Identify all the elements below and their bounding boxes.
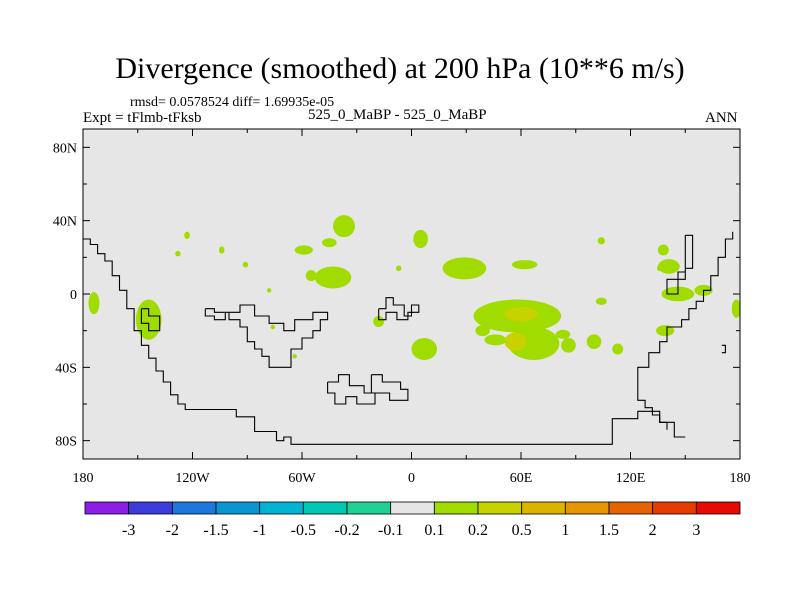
coastline [721, 344, 726, 354]
coastline [140, 308, 161, 332]
colorbar-swatch [390, 501, 435, 515]
colorbar-label: -1 [253, 522, 266, 539]
y-tick-label: 80N [53, 141, 77, 156]
contour-region [657, 244, 669, 256]
case-label: 525_0_MaBP - 525_0_MaBP [308, 107, 487, 123]
experiment-label: Expt = tFlmb-tFksb [83, 110, 202, 126]
colorbar-label: 0.1 [424, 522, 444, 539]
y-tick-label: 80S [55, 435, 77, 450]
x-tick-label: 120E [616, 471, 646, 486]
y-tick-label: 40N [53, 215, 77, 230]
colorbar-swatch [695, 501, 741, 515]
colorbar-label: 0.2 [468, 522, 488, 539]
colorbar-label: 3 [692, 522, 700, 539]
contour-region [657, 259, 680, 274]
contour-region [597, 237, 605, 245]
coastline [370, 374, 409, 401]
colorbar-label: 1 [561, 522, 569, 539]
colorbar-label: -0.1 [378, 522, 403, 539]
colorbar-swatch [215, 501, 261, 515]
contour-region [586, 334, 602, 349]
contour-region [442, 257, 487, 280]
colorbar-swatch [564, 501, 610, 515]
x-tick-label: 60E [510, 471, 533, 486]
contour-region [484, 334, 507, 346]
colorbar-swatch [84, 501, 130, 515]
season-label: ANN [705, 110, 738, 126]
contour-region [266, 288, 272, 293]
colorbar-label: 0.5 [512, 522, 532, 539]
colorbar-swatch [346, 501, 392, 515]
plot-background [83, 129, 740, 459]
chart-title: Divergence (smoothed) at 200 hPa (10**6 … [115, 52, 685, 85]
contour-region [612, 343, 624, 355]
x-tick-label: 120W [175, 471, 210, 486]
x-tick-label: 60W [288, 471, 316, 486]
colorbar-label: -0.5 [291, 522, 316, 539]
contour-region [322, 238, 337, 248]
colorbar-label: 1.5 [599, 522, 619, 539]
y-tick-label: 0 [70, 288, 77, 303]
colorbar-swatch [128, 501, 173, 515]
contour-region [305, 270, 317, 282]
contour-region [333, 215, 355, 238]
colorbar-swatch [171, 501, 217, 515]
contour-region [561, 338, 576, 353]
contour-region [218, 246, 225, 254]
contour-region [373, 316, 385, 327]
colorbar-label: -3 [122, 522, 135, 539]
y-tick-label: 40S [55, 361, 77, 376]
contour-region [411, 338, 438, 360]
x-tick-label: 0 [408, 471, 415, 486]
colorbar-swatch [608, 501, 654, 515]
coastline [204, 304, 329, 368]
coastline [637, 231, 734, 430]
contour-region [184, 231, 190, 239]
colorbar-label: -2 [166, 522, 179, 539]
contour-region [731, 299, 740, 318]
colorbar-swatch [477, 501, 523, 515]
contour-region [595, 297, 607, 306]
contour-region [555, 329, 571, 339]
contour-region [656, 265, 663, 272]
coastline [666, 234, 694, 295]
x-tick-label: 180 [730, 471, 751, 486]
contour-region [88, 292, 100, 315]
stats-label: rmsd= 0.0578524 diff= 1.69935e-05 [130, 95, 335, 110]
contour-region [512, 338, 522, 349]
contour-region [511, 260, 538, 270]
coastline [83, 238, 686, 445]
coastline [378, 297, 420, 321]
contour-region [314, 266, 352, 289]
contour-region [395, 265, 402, 272]
contour-region [475, 325, 490, 337]
contour-region [242, 261, 249, 268]
contour-region [270, 324, 275, 330]
colorbar-swatch [521, 501, 566, 515]
contour-region [175, 250, 181, 257]
contour-region [656, 325, 675, 337]
colorbar-swatch [259, 501, 304, 515]
x-tick-label: 180 [73, 471, 94, 486]
colorbar-label: -1.5 [203, 522, 228, 539]
colorbar-swatch [652, 501, 697, 515]
coastline [327, 374, 376, 405]
contour-region [292, 354, 297, 359]
contour-region [504, 306, 538, 322]
contour-region [413, 229, 428, 249]
contour-region [135, 299, 162, 340]
colorbar-label: -0.2 [334, 522, 359, 539]
colorbar-swatch [433, 501, 479, 515]
colorbar-label: 2 [649, 522, 657, 539]
colorbar-swatch [302, 501, 348, 515]
contour-region [294, 245, 313, 255]
